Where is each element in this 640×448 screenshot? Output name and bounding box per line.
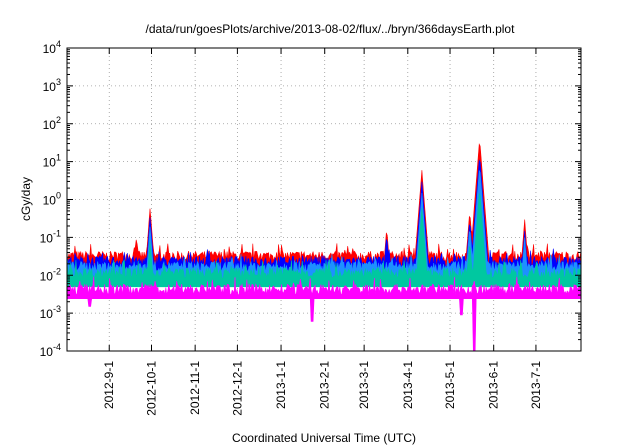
y-tick-label-exponent: 4	[56, 39, 61, 49]
ticks	[67, 47, 581, 352]
y-tick-label-base: 10	[40, 345, 54, 359]
y-tick-label: 100	[43, 191, 61, 208]
x-tick-label: 2013-6-1	[487, 361, 501, 409]
y-tick-label-base: 10	[43, 42, 57, 56]
chart-title: /data/run/goesPlots/archive/2013-08-02/f…	[146, 22, 516, 36]
y-tick-label-base: 10	[43, 194, 57, 208]
x-tick-label: 2012-11-1	[188, 361, 202, 415]
x-tick-label: 2013-1-1	[274, 361, 288, 409]
y-tick-label: 10-3	[40, 304, 61, 321]
y-tick-label-base: 10	[43, 156, 57, 170]
y-tick-label-exponent: -3	[53, 304, 61, 314]
x-tick-label: 2013-7-1	[529, 361, 543, 409]
y-tick-label: 10-2	[40, 266, 61, 283]
y-tick-label: 10-4	[40, 342, 61, 359]
y-tick-label: 10-1	[40, 228, 61, 245]
series-band-0	[66, 143, 582, 271]
y-tick-label: 103	[43, 77, 61, 94]
x-tick-label: 2012-12-1	[230, 361, 244, 416]
y-axis-label: cGy/day	[19, 177, 33, 221]
y-tick-label: 101	[43, 153, 61, 170]
y-tick-label-exponent: -1	[53, 228, 61, 238]
y-tick-label-exponent: 0	[56, 191, 61, 201]
y-tick-label-base: 10	[40, 307, 54, 321]
y-tick-label-exponent: 2	[56, 115, 61, 125]
y-tick-label-exponent: 3	[56, 77, 61, 87]
y-tick-label: 104	[43, 39, 61, 56]
x-tick-label: 2012-9-1	[102, 361, 116, 409]
x-tick-label: 2013-4-1	[401, 361, 415, 409]
y-tick-label: 102	[43, 115, 61, 132]
x-tick-label: 2013-5-1	[443, 361, 457, 409]
x-tick-label: 2012-10-1	[144, 361, 158, 416]
x-tick-labels: 2012-9-1 2012-10-1 2012-11-1 2012-12-1 2013-…	[102, 361, 543, 416]
x-axis-label: Coordinated Universal Time (UTC)	[232, 431, 416, 445]
y-tick-label-exponent: 1	[56, 153, 61, 163]
x-tick-label: 2013-2-1	[318, 361, 332, 409]
y-tick-label-exponent: -2	[53, 266, 61, 276]
y-tick-label-exponent: -4	[53, 342, 61, 352]
series-layer	[66, 143, 582, 352]
y-tick-label-base: 10	[40, 231, 54, 245]
x-tick-label: 2013-3-1	[357, 361, 371, 409]
series-band-3	[66, 192, 582, 288]
y-tick-label-base: 10	[43, 118, 57, 132]
y-tick-label-base: 10	[43, 80, 57, 94]
y-tick-label-base: 10	[40, 269, 54, 283]
grid	[67, 48, 581, 351]
series-band-4	[66, 276, 582, 352]
